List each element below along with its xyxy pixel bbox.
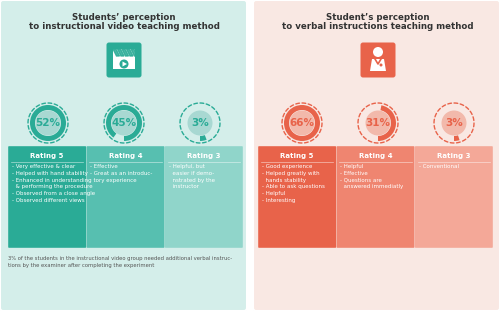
Text: Rating 4: Rating 4	[108, 153, 142, 159]
Wedge shape	[30, 105, 66, 141]
Circle shape	[290, 110, 314, 136]
Text: 3%: 3%	[445, 118, 463, 128]
Text: 31%: 31%	[366, 118, 390, 128]
Text: 52%: 52%	[36, 118, 60, 128]
Text: to verbal instructions teaching method: to verbal instructions teaching method	[282, 22, 474, 31]
Circle shape	[36, 110, 60, 136]
Text: 45%: 45%	[112, 118, 136, 128]
Text: Students’ perception: Students’ perception	[72, 13, 176, 22]
Text: - Helpful
- Effective
- Questions are
  answered immediatly: - Helpful - Effective - Questions are an…	[340, 164, 404, 189]
FancyBboxPatch shape	[113, 49, 135, 56]
Text: 3% of the students in the instructional video group needed additional verbal ins: 3% of the students in the instructional …	[8, 256, 232, 268]
FancyBboxPatch shape	[253, 0, 500, 311]
FancyBboxPatch shape	[0, 0, 247, 311]
Polygon shape	[122, 49, 128, 56]
Wedge shape	[454, 135, 460, 141]
Circle shape	[380, 63, 382, 67]
FancyBboxPatch shape	[165, 146, 243, 248]
FancyBboxPatch shape	[336, 146, 414, 248]
Polygon shape	[118, 49, 124, 56]
Text: Rating 4: Rating 4	[358, 153, 392, 159]
Polygon shape	[131, 49, 138, 56]
FancyBboxPatch shape	[415, 146, 493, 248]
Text: - Effective
- Great as an introduc-
  tory experience: - Effective - Great as an introduc- tory…	[90, 164, 152, 183]
Text: Rating 3: Rating 3	[437, 153, 470, 159]
FancyBboxPatch shape	[86, 146, 164, 248]
FancyBboxPatch shape	[106, 43, 142, 77]
Text: - Helpful, but
  easier if demo-
  nstrated by the
  instructor: - Helpful, but easier if demo- nstrated …	[168, 164, 214, 189]
Wedge shape	[106, 105, 142, 141]
Text: 66%: 66%	[290, 118, 314, 128]
Circle shape	[188, 110, 212, 136]
Polygon shape	[113, 49, 119, 56]
Text: to instructional video teaching method: to instructional video teaching method	[28, 22, 220, 31]
FancyBboxPatch shape	[258, 146, 336, 248]
Text: Rating 5: Rating 5	[30, 153, 64, 159]
Wedge shape	[284, 105, 320, 141]
Circle shape	[442, 110, 466, 136]
Circle shape	[373, 47, 383, 57]
FancyBboxPatch shape	[113, 56, 135, 69]
Text: - Very effective & clear
- Helped with hand stability
- Enhanced in understandin: - Very effective & clear - Helped with h…	[12, 164, 95, 203]
Circle shape	[112, 110, 136, 136]
Text: - Conventional: - Conventional	[418, 164, 459, 169]
Circle shape	[366, 110, 390, 136]
Polygon shape	[122, 62, 127, 67]
Wedge shape	[378, 105, 396, 141]
Polygon shape	[126, 49, 133, 56]
Text: Rating 5: Rating 5	[280, 153, 314, 159]
Circle shape	[120, 59, 128, 68]
Text: - Good experience
- Helped greatly with
  hands stability
- Able to ask question: - Good experience - Helped greatly with …	[262, 164, 325, 203]
FancyBboxPatch shape	[8, 146, 86, 248]
FancyBboxPatch shape	[360, 43, 396, 77]
Polygon shape	[370, 59, 386, 71]
Text: Student’s perception: Student’s perception	[326, 13, 430, 22]
Text: Rating 3: Rating 3	[187, 153, 220, 159]
Wedge shape	[200, 135, 206, 141]
Text: 3%: 3%	[191, 118, 209, 128]
